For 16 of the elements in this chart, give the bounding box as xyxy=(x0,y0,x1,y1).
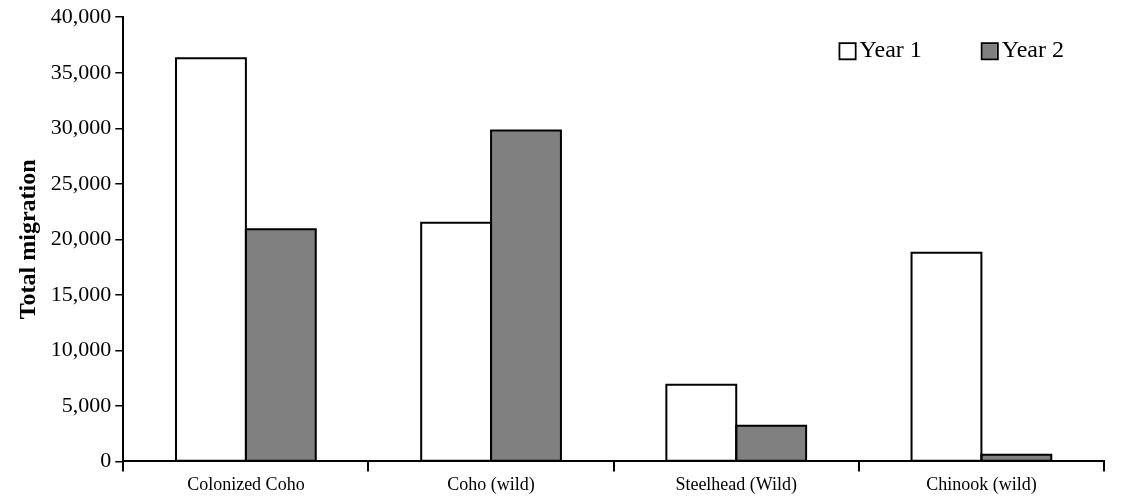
y-axis-title: Total migration xyxy=(13,159,40,320)
x-tick-label: Coho (wild) xyxy=(447,473,535,495)
legend-label: Year 1 xyxy=(859,36,922,63)
x-tick-label: Chinook (wild) xyxy=(926,473,1037,495)
y-tick-label: 5,000 xyxy=(61,391,112,417)
legend-label: Year 2 xyxy=(1001,36,1065,63)
y-tick-label: 20,000 xyxy=(50,225,112,251)
y-tick-label: 25,000 xyxy=(50,169,112,195)
y-tick-label: 30,000 xyxy=(50,114,112,140)
y-tick-label: 0 xyxy=(100,447,112,473)
y-tick-label: 35,000 xyxy=(50,58,112,84)
y-tick-label: 15,000 xyxy=(50,280,112,306)
x-tick-label: Colonized Coho xyxy=(187,473,305,494)
y-tick-label: 40,000 xyxy=(50,2,112,28)
x-tick-label: Steelhead (Wild) xyxy=(675,473,798,495)
y-tick-label: 10,000 xyxy=(50,336,112,362)
